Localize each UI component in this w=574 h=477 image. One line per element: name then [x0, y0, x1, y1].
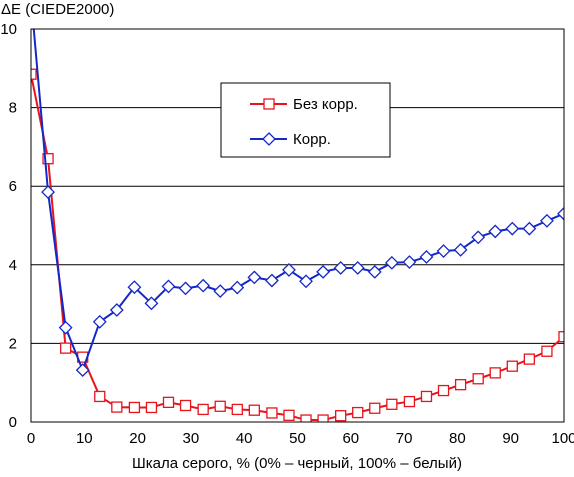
data-point-korr-20: [367, 264, 382, 279]
x-tick-label-100: 100: [551, 430, 574, 447]
data-point-korr-24: [436, 244, 451, 258]
legend-label-korr: Корр.: [293, 131, 331, 148]
data-point-korr-30: [540, 213, 554, 228]
data-point-bez-korr-2: [59, 342, 72, 354]
data-point-korr-10: [196, 278, 211, 293]
data-point-korr-27: [488, 224, 503, 239]
data-point-bez-korr-15: [283, 409, 295, 421]
data-point-bez-korr-22: [403, 395, 416, 408]
legend-box: [220, 82, 391, 158]
data-point-bez-korr-21: [386, 398, 398, 410]
x-tick-label-60: 60: [342, 430, 359, 447]
legend-label-bez-korr: Без корр.: [293, 96, 358, 113]
x-tick-label-40: 40: [236, 430, 253, 447]
series-layer: [31, 29, 564, 422]
data-point-korr-22: [402, 255, 417, 269]
data-point-bez-korr-4: [94, 390, 106, 403]
data-point-bez-korr-25: [454, 379, 467, 391]
y-tick-label-10: 10: [0, 21, 17, 38]
x-tick-label-0: 0: [27, 430, 35, 447]
data-point-korr-2: [58, 320, 73, 335]
x-axis-title: Шкала серого, % (0% – черный, 100% – бел…: [132, 455, 462, 472]
data-point-korr-16: [299, 274, 313, 289]
plot-frame: [30, 28, 565, 423]
data-point-korr-14: [264, 273, 279, 288]
data-point-korr-8: [161, 279, 176, 294]
y-tick-labels: 0 2 4 6 8 10: [0, 21, 17, 431]
data-point-bez-korr-16: [300, 414, 312, 422]
data-point-korr-19: [350, 261, 365, 275]
legend-marker-korr: [262, 132, 276, 146]
x-tick-label-90: 90: [502, 430, 519, 447]
data-point-bez-korr-0: [31, 68, 37, 80]
data-point-bez-korr-12: [231, 403, 243, 416]
data-point-bez-korr-19: [352, 406, 364, 419]
data-point-bez-korr-7: [145, 401, 158, 414]
data-point-korr-9: [178, 281, 193, 296]
x-tick-label-70: 70: [396, 430, 413, 447]
y-tick-label-6: 6: [9, 178, 17, 195]
y-axis-title: ΔE (CIEDE2000): [1, 1, 114, 18]
data-point-bez-korr-30: [541, 345, 553, 357]
y-tick-label-4: 4: [9, 257, 17, 274]
data-point-bez-korr-26: [472, 373, 484, 385]
data-point-korr-17: [316, 264, 331, 279]
data-point-bez-korr-13: [248, 404, 260, 416]
x-tick-label-30: 30: [183, 430, 200, 447]
data-point-bez-korr-11: [214, 400, 226, 412]
series-line-korr: [32, 29, 564, 372]
data-point-korr-21: [384, 255, 399, 270]
data-point-korr-15: [282, 262, 296, 277]
x-tick-label-20: 20: [129, 430, 146, 447]
data-point-korr-26: [471, 230, 486, 245]
data-point-bez-korr-9: [179, 399, 192, 412]
data-point-bez-korr-6: [128, 401, 141, 414]
data-point-korr-6: [127, 280, 142, 295]
data-point-bez-korr-27: [489, 367, 501, 379]
data-point-korr-3: [75, 363, 90, 378]
data-point-bez-korr-23: [420, 390, 433, 403]
x-tick-label-50: 50: [289, 430, 306, 447]
x-tick-label-10: 10: [76, 430, 93, 447]
data-point-korr-13: [247, 270, 262, 285]
y-tick-label-2: 2: [9, 335, 17, 352]
data-point-bez-korr-17: [317, 414, 329, 422]
data-point-korr-18: [333, 261, 348, 275]
legend: Без корр. Корр.: [220, 82, 391, 158]
x-tick-labels: 0 10 20 30 40 50 60 70 80 90 100: [27, 430, 574, 447]
data-point-bez-korr-24: [437, 384, 450, 397]
data-point-korr-4: [92, 314, 107, 329]
data-point-korr-11: [213, 284, 228, 299]
data-point-korr-1: [41, 185, 55, 200]
data-point-bez-korr-1: [42, 153, 54, 165]
y-tick-label-8: 8: [9, 100, 17, 117]
data-point-bez-korr-18: [335, 410, 347, 422]
data-point-korr-23: [419, 250, 434, 264]
data-point-bez-korr-10: [197, 403, 209, 416]
data-point-korr-25: [453, 242, 468, 257]
data-point-korr-28: [505, 221, 520, 236]
data-point-korr-7: [144, 296, 159, 311]
data-point-bez-korr-8: [162, 396, 175, 409]
data-point-korr-5: [109, 303, 124, 317]
data-point-bez-korr-31: [558, 331, 564, 343]
data-point-bez-korr-28: [506, 360, 518, 372]
x-tick-label-80: 80: [449, 430, 466, 447]
legend-marker-bez-korr: [263, 98, 275, 110]
data-point-bez-korr-20: [369, 402, 381, 414]
data-point-bez-korr-5: [111, 401, 123, 413]
data-point-korr-29: [522, 221, 537, 236]
data-point-korr-12: [230, 280, 245, 295]
y-tick-label-0: 0: [9, 414, 17, 431]
data-point-bez-korr-14: [266, 407, 278, 419]
data-point-bez-korr-29: [523, 353, 536, 365]
data-point-korr-31: [557, 206, 564, 221]
